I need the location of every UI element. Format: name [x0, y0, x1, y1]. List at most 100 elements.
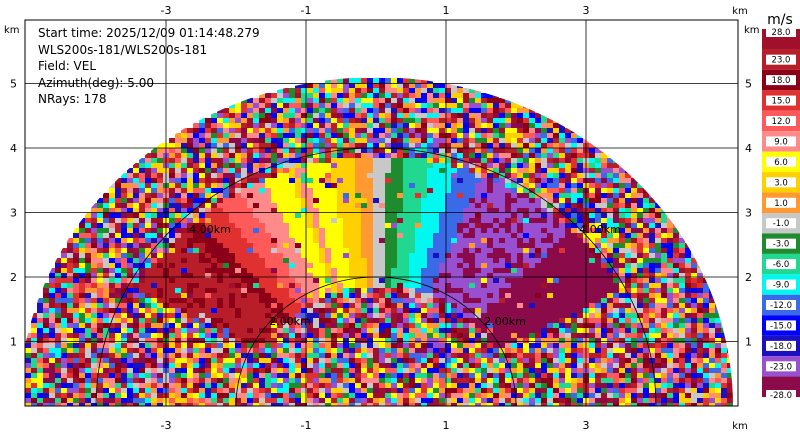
data-cell — [175, 268, 181, 273]
data-cell — [313, 103, 319, 108]
data-cell — [523, 303, 529, 308]
data-cell — [643, 273, 649, 278]
data-cell — [613, 273, 619, 278]
data-cell — [205, 273, 211, 278]
data-cell — [97, 243, 103, 248]
data-cell — [199, 238, 205, 243]
data-cell — [445, 328, 451, 333]
data-cell — [553, 118, 559, 123]
data-cell — [217, 123, 223, 128]
data-cell — [235, 293, 241, 298]
data-cell — [199, 158, 205, 163]
data-cell — [193, 138, 199, 143]
data-cell — [253, 273, 259, 278]
data-cell — [457, 343, 463, 348]
data-cell — [403, 308, 409, 313]
data-cell — [535, 263, 541, 268]
data-cell — [529, 193, 535, 198]
data-cell — [253, 333, 259, 338]
data-cell — [151, 333, 157, 338]
data-cell — [367, 103, 373, 108]
data-cell — [415, 173, 421, 178]
data-cell — [691, 338, 697, 343]
data-cell — [349, 278, 355, 283]
data-cell — [679, 328, 685, 333]
data-cell — [229, 233, 235, 238]
data-cell — [673, 348, 679, 353]
data-cell — [661, 273, 667, 278]
data-cell — [607, 323, 613, 328]
data-cell — [427, 178, 433, 183]
data-cell — [301, 233, 307, 238]
data-cell — [151, 183, 157, 188]
data-cell — [397, 248, 403, 253]
data-cell — [421, 118, 427, 123]
data-cell — [211, 178, 217, 183]
data-cell — [139, 333, 145, 338]
data-cell — [319, 343, 325, 348]
data-cell — [565, 288, 571, 293]
data-cell — [103, 268, 109, 273]
data-cell — [649, 248, 655, 253]
data-cell — [403, 288, 409, 293]
data-cell — [529, 163, 535, 168]
data-cell — [253, 153, 259, 158]
data-cell — [541, 293, 547, 298]
data-cell — [481, 263, 487, 268]
data-cell — [421, 83, 427, 88]
data-cell — [313, 268, 319, 273]
data-cell — [523, 143, 529, 148]
data-cell — [295, 258, 301, 263]
data-cell — [697, 328, 703, 333]
data-cell — [607, 333, 613, 338]
data-cell — [391, 163, 397, 168]
data-cell — [631, 263, 637, 268]
data-cell — [211, 168, 217, 173]
data-cell — [523, 113, 529, 118]
data-cell — [85, 283, 91, 288]
data-cell — [355, 198, 361, 203]
data-cell — [505, 313, 511, 318]
data-cell — [241, 348, 247, 353]
data-cell — [439, 228, 445, 233]
data-cell — [463, 138, 469, 143]
data-cell — [337, 158, 343, 163]
data-cell — [463, 338, 469, 343]
data-cell — [475, 223, 481, 228]
data-cell — [181, 273, 187, 278]
data-cell — [463, 343, 469, 348]
data-cell — [283, 218, 289, 223]
data-cell — [355, 248, 361, 253]
data-cell — [319, 298, 325, 303]
data-cell — [223, 303, 229, 308]
data-cell — [151, 228, 157, 233]
data-cell — [247, 323, 253, 328]
data-cell — [523, 318, 529, 323]
data-cell — [499, 113, 505, 118]
data-cell — [145, 343, 151, 348]
data-cell — [433, 183, 439, 188]
data-cell — [457, 158, 463, 163]
data-cell — [319, 168, 325, 173]
data-cell — [337, 298, 343, 303]
data-cell — [403, 268, 409, 273]
data-cell — [685, 343, 691, 348]
data-cell — [121, 243, 127, 248]
data-cell — [571, 188, 577, 193]
data-cell — [253, 163, 259, 168]
data-cell — [379, 278, 385, 283]
data-cell — [91, 223, 97, 228]
data-cell — [625, 218, 631, 223]
data-cell — [469, 348, 475, 353]
data-cell — [289, 238, 295, 243]
data-cell — [439, 278, 445, 283]
data-cell — [127, 343, 133, 348]
data-cell — [217, 333, 223, 338]
data-cell — [661, 298, 667, 303]
data-cell — [337, 93, 343, 98]
data-cell — [307, 193, 313, 198]
data-cell — [511, 133, 517, 138]
data-cell — [49, 333, 55, 338]
data-cell — [475, 318, 481, 323]
data-cell — [151, 348, 157, 353]
